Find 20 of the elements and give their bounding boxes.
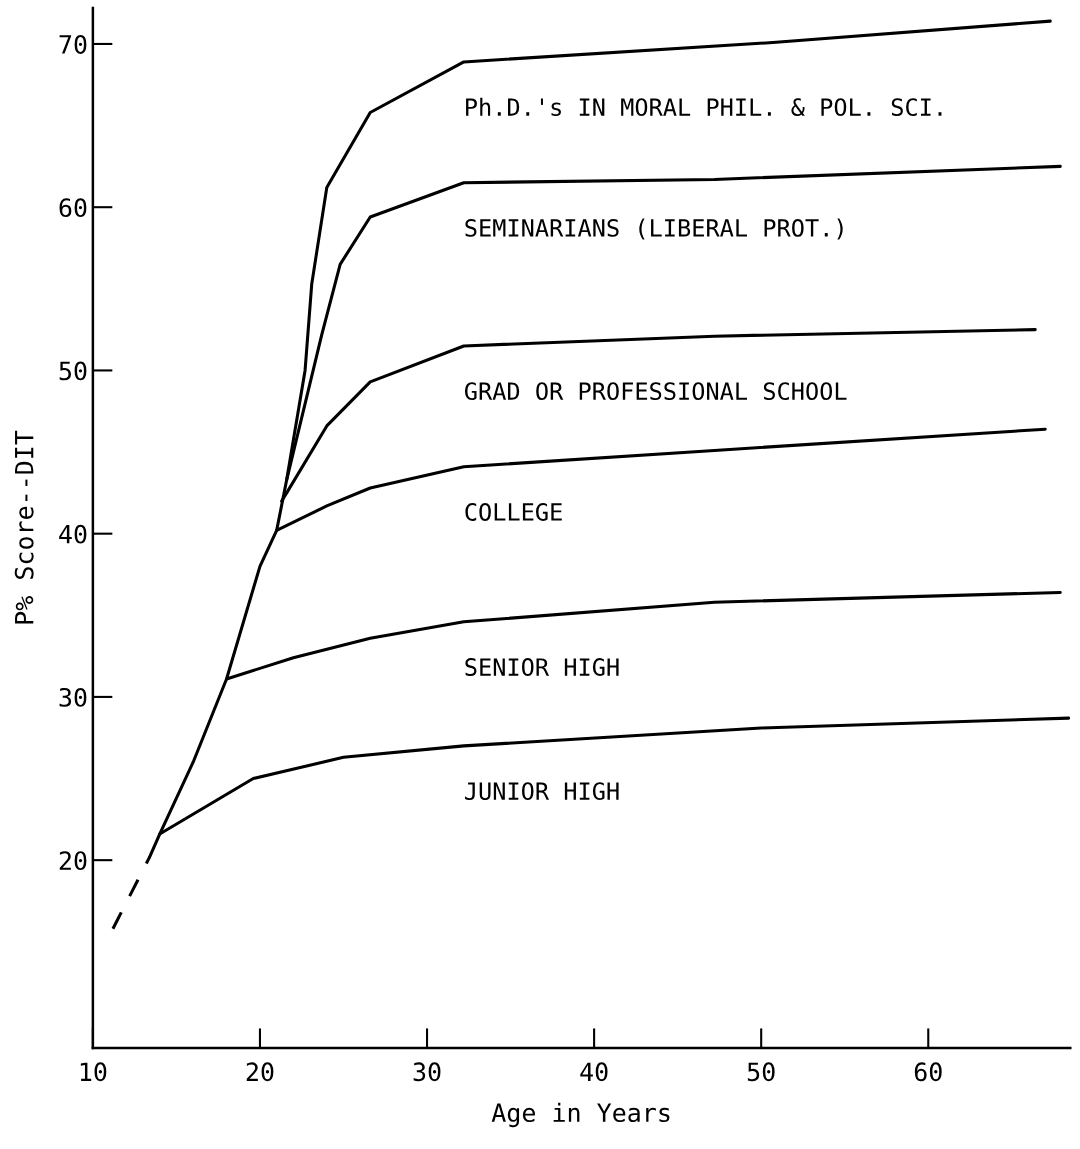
x-tick-label: 60 — [914, 1062, 942, 1082]
x-axis-title: Age in Years — [491, 1102, 670, 1128]
series-label: COLLEGE — [465, 503, 562, 521]
series-label: JUNIOR HIGH — [465, 782, 619, 801]
series-label: GRAD OR PROFESSIONAL SCHOOL — [464, 382, 847, 401]
y-tick-label: 50 — [59, 361, 87, 381]
series-label: SENIOR HIGH — [465, 658, 619, 676]
y-axis-title: P% Score--DIT — [14, 430, 34, 624]
x-tick-label: 20 — [246, 1062, 274, 1082]
y-tick-label: 60 — [59, 198, 87, 218]
x-tick-label: 30 — [413, 1062, 441, 1082]
x-tick-label: 40 — [580, 1062, 608, 1082]
x-tick-label: 10 — [80, 1062, 107, 1082]
y-tick-label: 30 — [59, 687, 87, 707]
series-label: SEMINARIANS (LIBERAL PROT.) — [465, 218, 843, 240]
y-tick-label: 40 — [59, 524, 87, 544]
y-tick-label: 70 — [59, 34, 87, 54]
x-tick-label: 50 — [747, 1062, 775, 1082]
series-label: Ph.D.'s IN MORAL PHIL. & POL. SCI. — [466, 97, 942, 117]
y-tick-label: 20 — [59, 851, 87, 871]
